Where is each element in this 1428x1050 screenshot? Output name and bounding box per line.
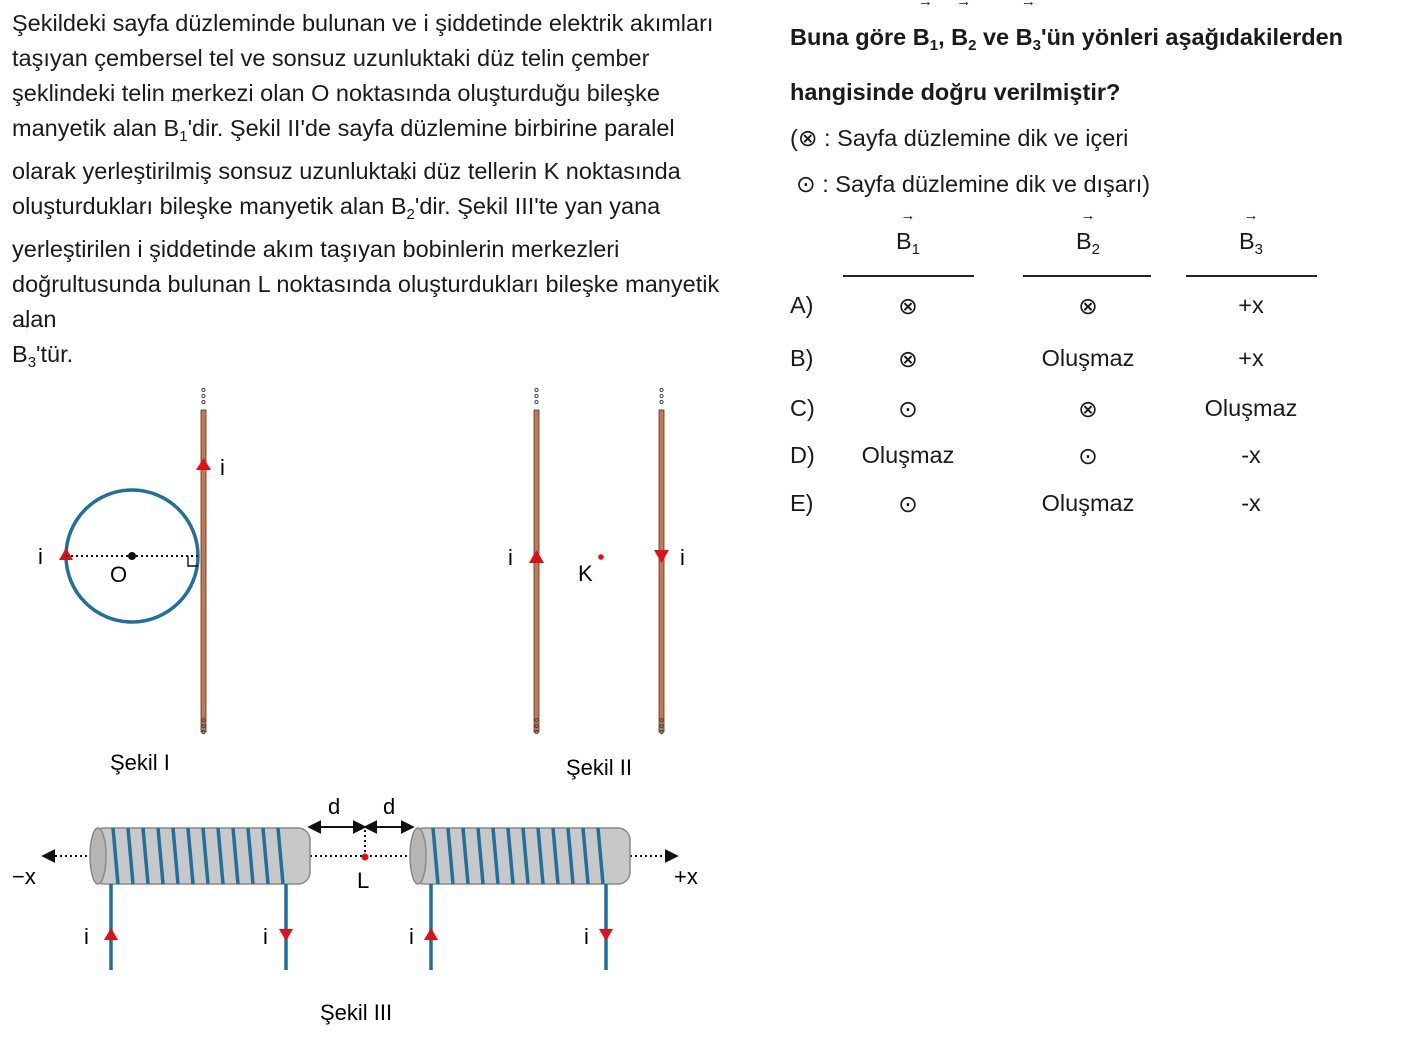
current-arrow-up bbox=[196, 458, 211, 470]
figure-1: i i O Şekil I bbox=[38, 387, 225, 775]
question-part-4: 'tür. bbox=[36, 341, 74, 367]
figure-2: i i K Şekil II bbox=[508, 387, 685, 780]
current-label: i bbox=[220, 455, 225, 480]
option-row-b[interactable]: B) ⊗ Oluşmaz +x bbox=[790, 345, 1330, 375]
distance-label: d bbox=[383, 794, 395, 819]
point-l-label: L bbox=[357, 868, 369, 893]
cell-b2: ⊗ bbox=[1078, 293, 1098, 319]
option-label: A) bbox=[790, 292, 814, 318]
current-label: i bbox=[409, 924, 414, 949]
current-arrow-up bbox=[529, 550, 544, 563]
cell-b1: Oluşmaz bbox=[861, 442, 955, 468]
right-angle-mark bbox=[187, 556, 198, 567]
cell-b2: Oluşmaz bbox=[1041, 490, 1135, 516]
option-row-a[interactable]: A) ⊗ ⊗ +x bbox=[790, 292, 1330, 322]
question-paragraph: Şekildeki sayfa düzleminde bulunan ve i … bbox=[12, 6, 732, 380]
wire-continuation-dots bbox=[201, 387, 206, 735]
option-label: D) bbox=[790, 442, 815, 468]
wire-continuation-dots bbox=[534, 387, 664, 735]
right-solenoid bbox=[409, 827, 631, 970]
current-arrow-up bbox=[424, 928, 438, 940]
current-arrow-up bbox=[104, 928, 118, 940]
header-rule bbox=[843, 275, 974, 277]
caption-1: Şekil I bbox=[110, 750, 170, 775]
left-wire bbox=[533, 409, 540, 733]
pos-x-label: +x bbox=[674, 864, 698, 889]
cell-b2: ⊙ bbox=[1078, 443, 1098, 469]
center-label: O bbox=[110, 562, 127, 587]
vector-b3: B3 bbox=[12, 337, 36, 380]
question-part-2: 'dir. Şekil II'de sayfa düzlemine birbir… bbox=[12, 115, 681, 219]
cell-b3: +x bbox=[1238, 292, 1264, 318]
option-row-d[interactable]: D) Oluşmaz ⊙ -x bbox=[790, 442, 1330, 472]
center-point bbox=[128, 552, 136, 560]
cell-b3: Oluşmaz bbox=[1204, 395, 1298, 421]
current-label: i bbox=[263, 924, 268, 949]
header-rule bbox=[1023, 275, 1151, 277]
cell-b3: +x bbox=[1238, 345, 1264, 371]
question-part-1: Şekildeki sayfa düzleminde bulunan ve i … bbox=[12, 10, 714, 141]
question-part-3: 'dir. Şekil III'te yan yana yerleştirile… bbox=[12, 193, 720, 332]
answer-panel: Buna göre B1, B2 ve B3'ün yönleri aşağıd… bbox=[790, 14, 1420, 207]
point-k-label: K bbox=[578, 561, 593, 586]
current-label: i bbox=[38, 544, 43, 569]
figure-3: d d L −x +x i i i i Şekil III bbox=[12, 794, 698, 1025]
ask-line: Buna göre B1, B2 ve B3'ün yönleri aşağıd… bbox=[790, 14, 1420, 115]
point-k bbox=[598, 554, 604, 560]
caption-2: Şekil II bbox=[566, 755, 632, 780]
cell-b1: ⊙ bbox=[898, 491, 918, 517]
cell-b2: Oluşmaz bbox=[1041, 345, 1135, 371]
current-label: i bbox=[84, 924, 89, 949]
cell-b1: ⊗ bbox=[898, 346, 918, 372]
figures-svg: i i O Şekil I i i K Şekil II bbox=[12, 387, 698, 1025]
option-label: C) bbox=[790, 395, 815, 421]
point-l bbox=[361, 853, 369, 861]
caption-3: Şekil III bbox=[320, 1000, 392, 1025]
vector-b2: B2 bbox=[391, 189, 415, 232]
question-text: Şekildeki sayfa düzleminde bulunan ve i … bbox=[12, 6, 732, 380]
neg-x-label: −x bbox=[12, 864, 36, 889]
straight-wire bbox=[200, 409, 207, 733]
left-solenoid bbox=[89, 827, 311, 970]
header-b1: B1 bbox=[843, 228, 973, 258]
vector-b1: B1 bbox=[164, 111, 188, 154]
current-label: i bbox=[584, 924, 589, 949]
header-rule bbox=[1186, 275, 1317, 277]
option-label: E) bbox=[790, 490, 814, 516]
legend-out: ⊙ : Sayfa düzlemine dik ve dışarı) bbox=[796, 171, 1151, 197]
current-label: i bbox=[508, 545, 513, 570]
current-arrow-up bbox=[59, 548, 73, 560]
cell-b1: ⊙ bbox=[898, 396, 918, 422]
current-arrow-down bbox=[599, 929, 613, 941]
cell-b1: ⊗ bbox=[898, 293, 918, 319]
header-b2: B2 bbox=[1023, 228, 1153, 258]
cell-b3: -x bbox=[1241, 490, 1261, 516]
legend-into: (⊗ : Sayfa düzlemine dik ve içeri bbox=[790, 125, 1129, 151]
header-b3: B3 bbox=[1186, 228, 1316, 258]
current-arrow-down bbox=[654, 550, 669, 563]
current-arrow-down bbox=[279, 929, 293, 941]
right-wire bbox=[658, 409, 665, 733]
cell-b3: -x bbox=[1241, 442, 1261, 468]
current-label: i bbox=[680, 545, 685, 570]
option-row-e[interactable]: E) ⊙ Oluşmaz -x bbox=[790, 490, 1330, 520]
option-label: B) bbox=[790, 345, 814, 371]
distance-label: d bbox=[328, 794, 340, 819]
cell-b2: ⊗ bbox=[1078, 396, 1098, 422]
option-row-c[interactable]: C) ⊙ ⊗ Oluşmaz bbox=[790, 395, 1330, 425]
